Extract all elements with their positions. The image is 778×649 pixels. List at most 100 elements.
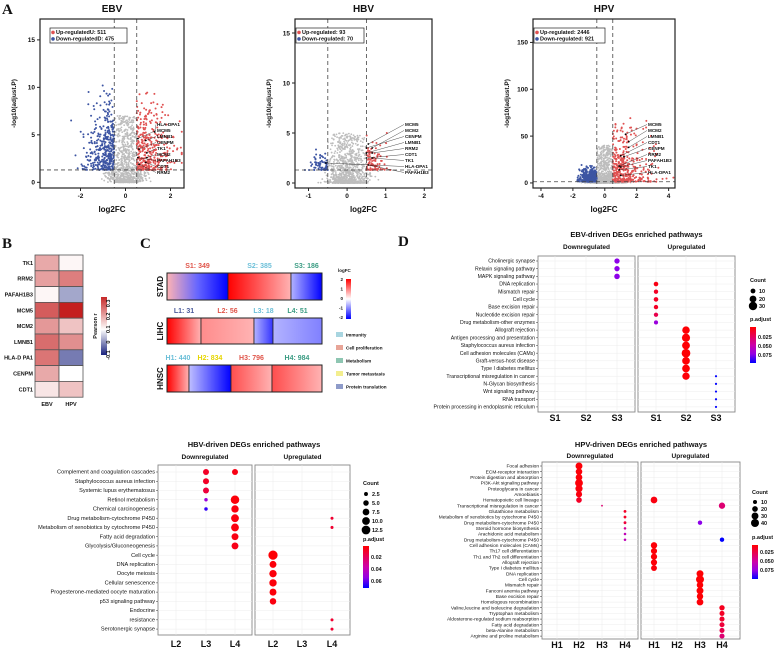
gene-label: MCM5 (405, 122, 419, 127)
point-ns (363, 137, 366, 139)
plot-frame (39, 18, 185, 189)
x-axis-label: log2FC (98, 205, 125, 214)
point-down (587, 180, 590, 183)
point-ns (346, 145, 348, 148)
point-ns (369, 175, 372, 178)
point-up (137, 116, 140, 119)
point-ns (128, 121, 131, 124)
point-down (104, 161, 107, 164)
point-up (144, 114, 147, 117)
point-up (624, 172, 627, 175)
point-up (620, 127, 623, 130)
point-ns (123, 157, 126, 160)
point-up (141, 140, 144, 143)
point-up (646, 168, 649, 171)
pathway-label: Complement and coagulation cascades (57, 470, 155, 476)
point-ns (122, 178, 125, 181)
point-ns (610, 149, 613, 151)
point-up (649, 180, 652, 183)
point-down (101, 144, 104, 147)
x-tick-label: 0 (603, 193, 607, 200)
point-ns (601, 181, 603, 184)
point-down (105, 158, 108, 161)
point-down (314, 158, 317, 161)
point-down (593, 174, 596, 177)
point-ns (361, 145, 364, 148)
plot-frame (294, 18, 433, 189)
point-up (625, 141, 628, 144)
point-ns (127, 171, 130, 174)
point-up (145, 123, 148, 126)
point-ns (334, 150, 337, 153)
point-down (104, 137, 107, 140)
point-up (153, 156, 156, 159)
point-ns (356, 163, 358, 165)
point-ns (353, 159, 356, 161)
point-up (139, 121, 142, 124)
panel-label-c: C (140, 236, 151, 252)
gene-label: TK1 (648, 164, 657, 169)
point-down (111, 106, 114, 109)
point-ns (348, 182, 350, 184)
point-up (655, 178, 658, 181)
point-ns (130, 119, 133, 122)
point-ns (112, 170, 115, 173)
point-down (319, 156, 322, 159)
size-legend-dot (362, 508, 370, 516)
legend-up-marker (51, 30, 55, 35)
gene-label: LMNB1 (405, 140, 421, 145)
point-up (154, 121, 157, 124)
point-ns (339, 142, 342, 145)
point-down (70, 119, 73, 122)
dotplot-s: EBV-driven DEGs enriched pathwaysDownreg… (434, 230, 772, 423)
pathway-label: Systemic lupus erythematosus (79, 488, 155, 494)
enrichment-dot (682, 341, 690, 350)
enrichment-dot (653, 281, 659, 287)
point-ns (120, 163, 122, 166)
point-ns (365, 176, 368, 179)
point-ns (127, 153, 130, 155)
point-up (157, 161, 160, 164)
enrichment-dot (714, 382, 718, 385)
point-up (143, 154, 146, 157)
point-ns (340, 166, 343, 168)
point-up (618, 174, 621, 177)
point-ns (341, 176, 343, 179)
point-up (641, 141, 644, 144)
point-down (318, 165, 321, 168)
point-up (639, 164, 642, 167)
point-ns (125, 119, 128, 122)
point-ns (351, 141, 353, 144)
point-ns (113, 177, 115, 179)
cluster-segment (271, 364, 323, 393)
point-up (146, 142, 149, 145)
legend-up-marker (297, 30, 301, 35)
point-ns (355, 158, 357, 161)
point-ns (132, 157, 135, 160)
point-ns (354, 142, 357, 145)
facet-panel (541, 461, 639, 640)
gene-label: HLA-DPA1 (648, 170, 671, 175)
point-ns (332, 161, 335, 163)
point-down (106, 118, 109, 121)
point-down (582, 172, 585, 175)
point-up (645, 119, 648, 122)
point-down (578, 168, 581, 171)
cluster-segment (166, 364, 190, 393)
point-up (623, 145, 626, 148)
point-ns (353, 181, 356, 184)
point-ns (124, 143, 127, 146)
point-ns (336, 167, 338, 169)
point-up (144, 164, 147, 167)
point-down (86, 158, 89, 161)
size-legend-label: 10 (759, 289, 765, 295)
point-up (379, 167, 382, 170)
point-up (648, 151, 651, 154)
point-up (138, 145, 141, 148)
point-ns (336, 149, 339, 151)
group-tick-label: L3 (201, 639, 212, 649)
gene-leader-line (145, 136, 157, 141)
point-ns (117, 146, 120, 149)
